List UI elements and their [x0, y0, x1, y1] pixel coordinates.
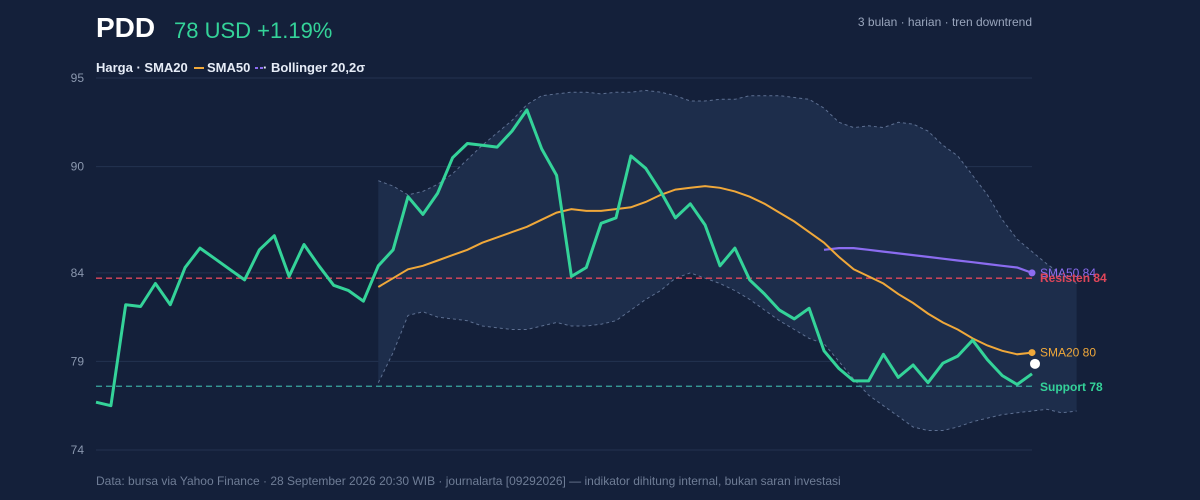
sma20-line [377, 185, 1033, 356]
legend-harga-sma20: Harga · SMA20 [96, 60, 188, 75]
sma50-end-label: SMA50 84 [1040, 266, 1096, 280]
y-tick-79: 79 [71, 354, 85, 368]
chart-subtitle: 3 bulan · harian · tren downtrend [858, 15, 1032, 29]
sma50-end-dot [1028, 269, 1036, 277]
y-tick-90: 90 [71, 160, 85, 174]
series-lines [95, 108, 1040, 408]
sma50-line [823, 247, 1033, 274]
y-tick-84: 84 [71, 266, 85, 280]
price-change: 78 USD +1.19% [174, 18, 332, 43]
legend-bollinger: · Bollinger 20,2σ [263, 60, 365, 75]
sma20-end-dot [1028, 349, 1036, 357]
sma20-end-label: SMA20 80 [1040, 346, 1096, 360]
bollinger-lower [377, 272, 1077, 431]
legend: Harga · SMA20 SMA50 · Bollinger 20,2σ [96, 60, 365, 75]
footer-note: Data: bursa via Yahoo Finance · 28 Septe… [96, 474, 841, 488]
support-label: Support 78 [1040, 380, 1103, 394]
resistance-label: Resisten 84 [1040, 271, 1107, 285]
bollinger-band [377, 89, 1077, 431]
price-end-dot [1030, 358, 1040, 369]
y-tick-74: 74 [71, 443, 85, 457]
bollinger-upper [378, 89, 1077, 284]
legend-sma50: SMA50 [207, 60, 250, 75]
ticker-symbol: PDD [96, 12, 155, 43]
price-line [95, 108, 1033, 408]
y-tick-95: 95 [71, 71, 85, 85]
levels [96, 277, 1032, 387]
bollinger-fill [378, 90, 1077, 431]
